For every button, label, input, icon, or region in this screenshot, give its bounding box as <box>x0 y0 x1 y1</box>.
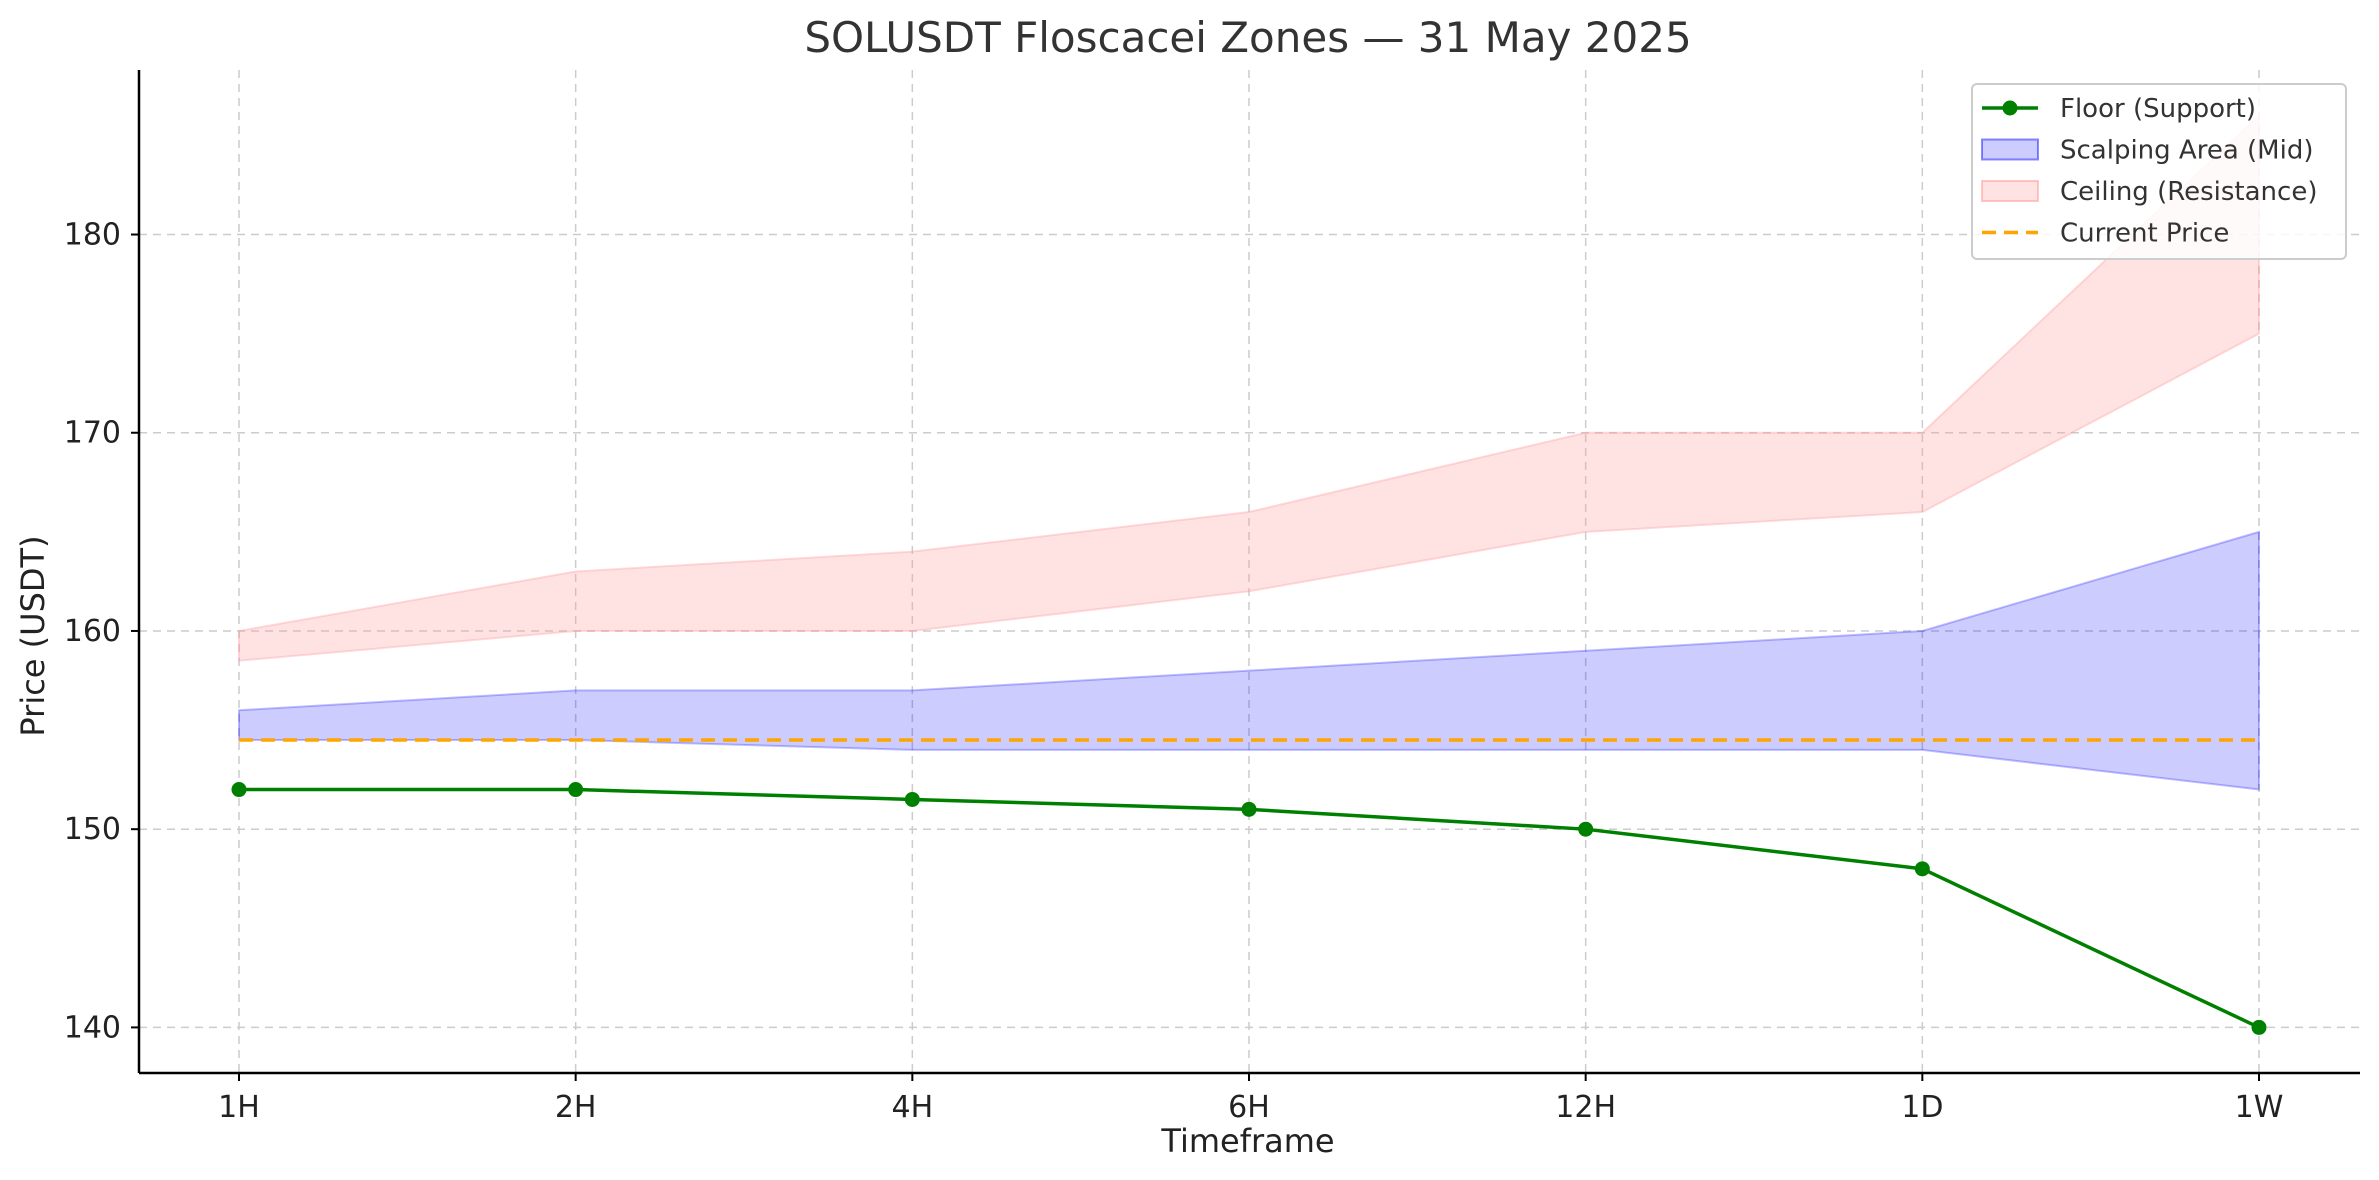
floor-line <box>239 787 2260 1029</box>
x-tick-label: 6H <box>1228 1090 1270 1125</box>
legend-label: Ceiling (Resistance) <box>2060 177 2317 207</box>
band-0 <box>238 530 2260 791</box>
bands <box>238 113 2260 791</box>
floor-point <box>1914 861 1930 877</box>
legend-marker-floor <box>2002 100 2018 116</box>
lines <box>231 738 2267 1035</box>
floor-point <box>231 782 247 798</box>
x-tick-label: 2H <box>555 1090 597 1125</box>
legend-label: Floor (Support) <box>2060 94 2256 124</box>
floor-point <box>568 782 584 798</box>
x-tick-label: 4H <box>892 1090 934 1125</box>
legend-handle-band <box>1981 180 2039 202</box>
grid <box>139 70 2360 1073</box>
x-axis-label: Timeframe <box>1160 1122 1334 1160</box>
y-tick-label: 170 <box>64 416 121 451</box>
y-tick-label: 150 <box>64 812 121 847</box>
legend-handle-band <box>1981 138 2039 161</box>
legend-label: Current Price <box>2060 219 2229 249</box>
x-tick-label: 1H <box>218 1090 260 1125</box>
floor-point <box>1578 821 1594 837</box>
floor-point <box>1241 801 1257 817</box>
y-tick-label: 180 <box>64 218 121 253</box>
x-tick-label: 1D <box>1901 1090 1943 1125</box>
x-tick-label: 12H <box>1555 1090 1616 1125</box>
band-1 <box>238 113 2260 662</box>
legend-box <box>1971 83 2347 260</box>
legend: Floor (Support) Scalping Area (Mid) Ceilin… <box>1971 83 2347 260</box>
legend-label: Scalping Area (Mid) <box>2060 136 2313 166</box>
y-tick-label: 140 <box>64 1010 121 1045</box>
tick-labels: 1H 2H 4H 6H 12H 1D 1W 140 150 160 170 180 <box>64 218 2284 1125</box>
x-tick-label: 1W <box>2235 1090 2284 1125</box>
floor-point <box>2251 1019 2267 1035</box>
y-tick-label: 160 <box>64 614 121 649</box>
chart-title: SOLUSDT Floscacei Zones — 31 May 2025 <box>804 13 1691 62</box>
y-axis-label: Price (USDT) <box>14 535 52 736</box>
floor-point <box>904 791 920 807</box>
